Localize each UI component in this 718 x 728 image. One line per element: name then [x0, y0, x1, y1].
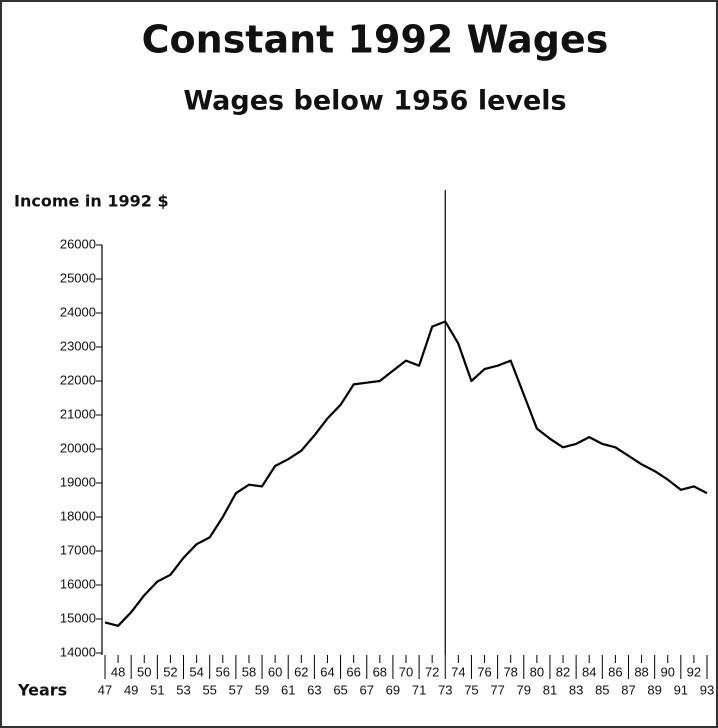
x-tick-label: 93	[700, 682, 714, 697]
x-tick-label: 85	[595, 682, 609, 697]
x-tick-label: 78	[503, 664, 517, 679]
x-tick-label: 92	[687, 664, 701, 679]
x-tick-label: 69	[386, 682, 400, 697]
y-tick-label: 16000	[60, 576, 96, 591]
x-tick-label: 79	[517, 682, 531, 697]
y-axis-label: Income in 1992 $	[14, 192, 169, 211]
y-tick-label: 19000	[60, 474, 96, 489]
chart-subtitle: Wages below 1956 levels	[183, 86, 566, 117]
x-tick-label: 63	[307, 682, 321, 697]
x-tick-label: 87	[621, 682, 635, 697]
x-tick-label: 88	[634, 664, 648, 679]
y-tick-label: 26000	[60, 236, 96, 251]
x-tick-label: 56	[216, 664, 230, 679]
x-tick-label: 47	[98, 682, 112, 697]
x-tick-label: 59	[255, 682, 269, 697]
x-tick-label: 71	[412, 682, 426, 697]
y-tick-label: 25000	[60, 270, 96, 285]
y-tick-label: 17000	[60, 542, 96, 557]
x-tick-label: 58	[242, 664, 256, 679]
x-tick-label: 72	[425, 664, 439, 679]
x-tick-label: 89	[647, 682, 661, 697]
x-tick-label: 53	[176, 682, 190, 697]
x-tick-label: 91	[674, 682, 688, 697]
x-tick-label: 73	[438, 682, 452, 697]
x-axis-label: Years	[17, 681, 67, 700]
x-tick-label: 66	[346, 664, 360, 679]
x-tick-label: 55	[202, 682, 216, 697]
y-tick-label: 21000	[60, 406, 96, 421]
x-tick-label: 82	[556, 664, 570, 679]
y-tick-label: 20000	[60, 440, 96, 455]
y-tick-label: 23000	[60, 338, 96, 353]
x-tick-label: 61	[281, 682, 295, 697]
x-tick-label: 51	[150, 682, 164, 697]
y-tick-label: 18000	[60, 508, 96, 523]
x-tick-label: 77	[490, 682, 504, 697]
x-tick-label: 83	[569, 682, 583, 697]
x-tick-label: 80	[530, 664, 544, 679]
x-tick-label: 84	[582, 664, 596, 679]
x-tick-label: 75	[464, 682, 478, 697]
x-tick-label: 76	[477, 664, 491, 679]
y-tick-label: 14000	[60, 644, 96, 659]
x-tick-label: 90	[661, 664, 675, 679]
y-tick-label: 15000	[60, 610, 96, 625]
x-tick-label: 81	[543, 682, 557, 697]
x-tick-label: 68	[373, 664, 387, 679]
x-tick-label: 64	[320, 664, 334, 679]
x-tick-label: 48	[111, 664, 125, 679]
x-tick-label: 86	[608, 664, 622, 679]
x-tick-label: 67	[360, 682, 374, 697]
x-tick-label: 52	[163, 664, 177, 679]
x-tick-label: 65	[333, 682, 347, 697]
x-tick-label: 49	[124, 682, 138, 697]
x-tick-label: 62	[294, 664, 308, 679]
x-tick-label: 60	[268, 664, 282, 679]
chart-title: Constant 1992 Wages	[142, 18, 609, 62]
x-tick-label: 70	[399, 664, 413, 679]
x-tick-label: 50	[137, 664, 151, 679]
y-tick-label: 22000	[60, 372, 96, 387]
y-tick-label: 24000	[60, 304, 96, 319]
x-tick-label: 54	[189, 664, 203, 679]
x-tick-label: 57	[229, 682, 243, 697]
x-tick-label: 74	[451, 664, 465, 679]
line-series	[104, 320, 708, 627]
